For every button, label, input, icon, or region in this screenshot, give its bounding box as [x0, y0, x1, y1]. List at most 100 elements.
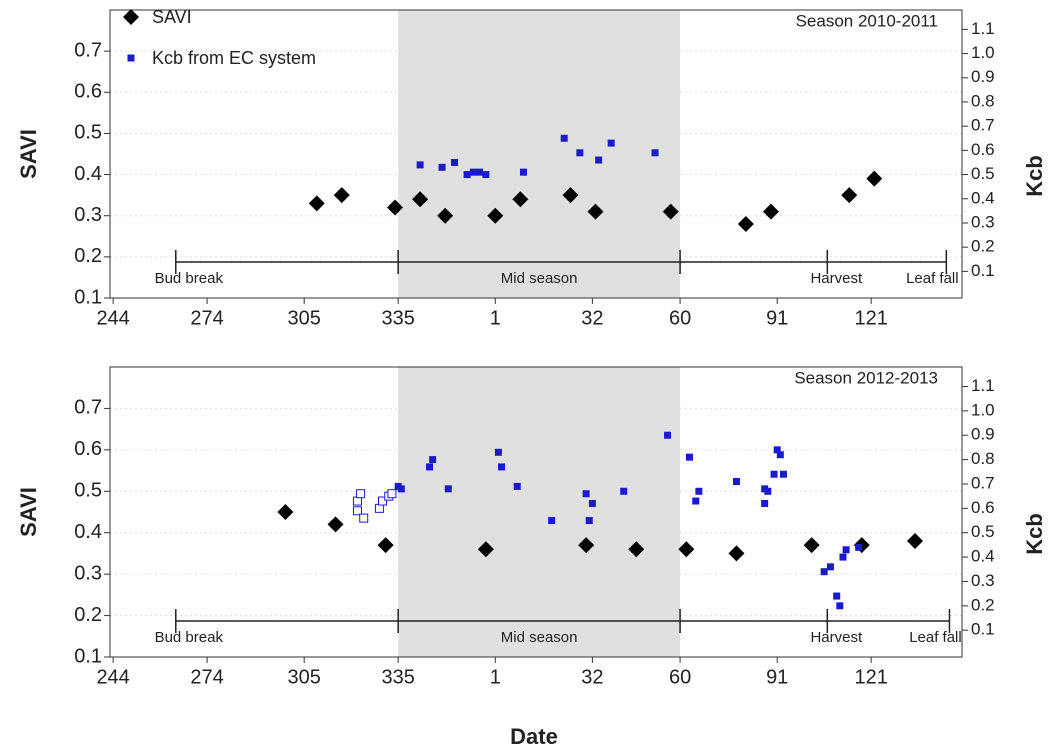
- y2-tick-label: 0.9: [971, 67, 995, 86]
- y2-tick-label: 0.7: [971, 116, 995, 135]
- kcb-point: [582, 490, 590, 498]
- stage-label: Harvest: [810, 270, 863, 287]
- y2-axis-label: Kcb: [1022, 513, 1047, 555]
- x-tick-label: 60: [669, 666, 691, 688]
- savi-point: [587, 203, 604, 220]
- kcb-point: [585, 517, 593, 525]
- kcb-point: [494, 448, 502, 456]
- kcb-point: [576, 149, 584, 157]
- season-label: Season 2010-2011: [796, 11, 938, 30]
- kcb-point: [732, 478, 740, 486]
- x-tick-label: 305: [288, 666, 321, 688]
- x-tick-label: 244: [96, 307, 129, 329]
- y2-tick-label: 0.3: [971, 212, 995, 231]
- savi-point: [762, 203, 779, 220]
- savi-point: [578, 537, 595, 554]
- savi-point: [803, 537, 820, 554]
- kcb-point: [820, 568, 828, 576]
- savi-point: [907, 533, 924, 549]
- kcb-point: [469, 168, 477, 176]
- x-tick-label: 32: [581, 307, 603, 329]
- savi-point: [562, 187, 579, 204]
- y2-tick-label: 0.5: [971, 164, 995, 183]
- kcb-point: [451, 158, 459, 166]
- savi-point: [437, 207, 454, 224]
- kcb-point-open: [359, 513, 369, 523]
- savi-point: [387, 199, 404, 216]
- y2-axis-label: Kcb: [1022, 155, 1047, 197]
- x-tick-label: 91: [766, 307, 788, 329]
- x-tick-label: 335: [381, 666, 414, 688]
- y2-tick-label: 1.0: [971, 400, 995, 419]
- kcb-point: [444, 485, 452, 493]
- kcb-point: [764, 487, 772, 495]
- kcb-point: [776, 451, 784, 459]
- x-tick-label: 244: [96, 666, 129, 688]
- kcb-point: [595, 156, 603, 164]
- savi-point: [412, 191, 429, 208]
- legend-marker: [123, 9, 139, 25]
- y2-tick-label: 1.1: [971, 376, 995, 395]
- x-tick-label: 274: [190, 666, 223, 688]
- kcb-point: [836, 602, 844, 610]
- y2-tick-label: 0.6: [971, 140, 995, 159]
- kcb-point: [463, 171, 471, 179]
- y2-tick-label: 1.0: [971, 43, 995, 62]
- y-tick-label: 0.1: [74, 645, 102, 667]
- kcb-point-open: [352, 506, 362, 516]
- kcb-point: [438, 163, 446, 171]
- x-tick-label: 91: [766, 666, 788, 688]
- kcb-point: [476, 168, 484, 176]
- y-tick-label: 0.4: [74, 163, 102, 185]
- legend-marker: [127, 54, 135, 62]
- stage-label: Bud break: [155, 270, 224, 287]
- y-tick-label: 0.6: [74, 81, 102, 103]
- kcb-point: [842, 546, 850, 554]
- x-tick-label: 1: [490, 307, 501, 329]
- x-tick-label: 335: [381, 307, 414, 329]
- shaded-band: [398, 10, 681, 298]
- y-tick-label: 0.2: [74, 604, 102, 626]
- kcb-point: [651, 149, 659, 157]
- y2-tick-label: 0.2: [971, 595, 995, 614]
- plot-frame: [109, 9, 963, 299]
- y2-tick-label: 1.1: [971, 19, 995, 38]
- savi-point: [333, 187, 350, 204]
- savi-point: [628, 541, 645, 558]
- x-tick-label: 32: [581, 666, 603, 688]
- y-tick-label: 0.2: [74, 245, 102, 267]
- savi-point: [737, 215, 754, 232]
- x-tick-label: 1: [490, 666, 501, 688]
- savi-point: [866, 170, 883, 187]
- y2-tick-label: 0.2: [971, 237, 995, 256]
- y-axis-label: SAVI: [16, 129, 41, 179]
- y-tick-label: 0.3: [74, 562, 102, 584]
- stage-label: Mid season: [501, 629, 578, 646]
- y2-tick-label: 0.1: [971, 620, 995, 639]
- y-tick-label: 0.5: [74, 480, 102, 502]
- y-tick-label: 0.4: [74, 521, 102, 543]
- kcb-point: [397, 485, 405, 493]
- legend-label: SAVI: [152, 7, 192, 27]
- y2-tick-label: 0.4: [971, 547, 995, 566]
- savi-point: [377, 537, 394, 554]
- y-tick-label: 0.7: [74, 397, 102, 419]
- stage-label: Mid season: [501, 270, 578, 287]
- savi-point: [728, 545, 745, 562]
- kcb-point: [620, 487, 628, 495]
- kcb-point: [770, 470, 778, 478]
- savi-point: [512, 191, 529, 208]
- savi-point: [327, 516, 344, 533]
- kcb-point-open: [378, 496, 388, 506]
- kcb-point: [695, 487, 703, 495]
- kcb-point: [607, 139, 615, 147]
- kcb-point: [498, 463, 506, 471]
- kcb-point-open: [374, 503, 384, 513]
- x-axis-label: Date: [510, 724, 558, 749]
- legend-label: Kcb from EC system: [152, 48, 316, 68]
- kcb-point: [482, 171, 490, 179]
- kcb-point: [839, 553, 847, 561]
- kcb-point-open: [352, 496, 362, 506]
- kcb-point: [855, 543, 863, 551]
